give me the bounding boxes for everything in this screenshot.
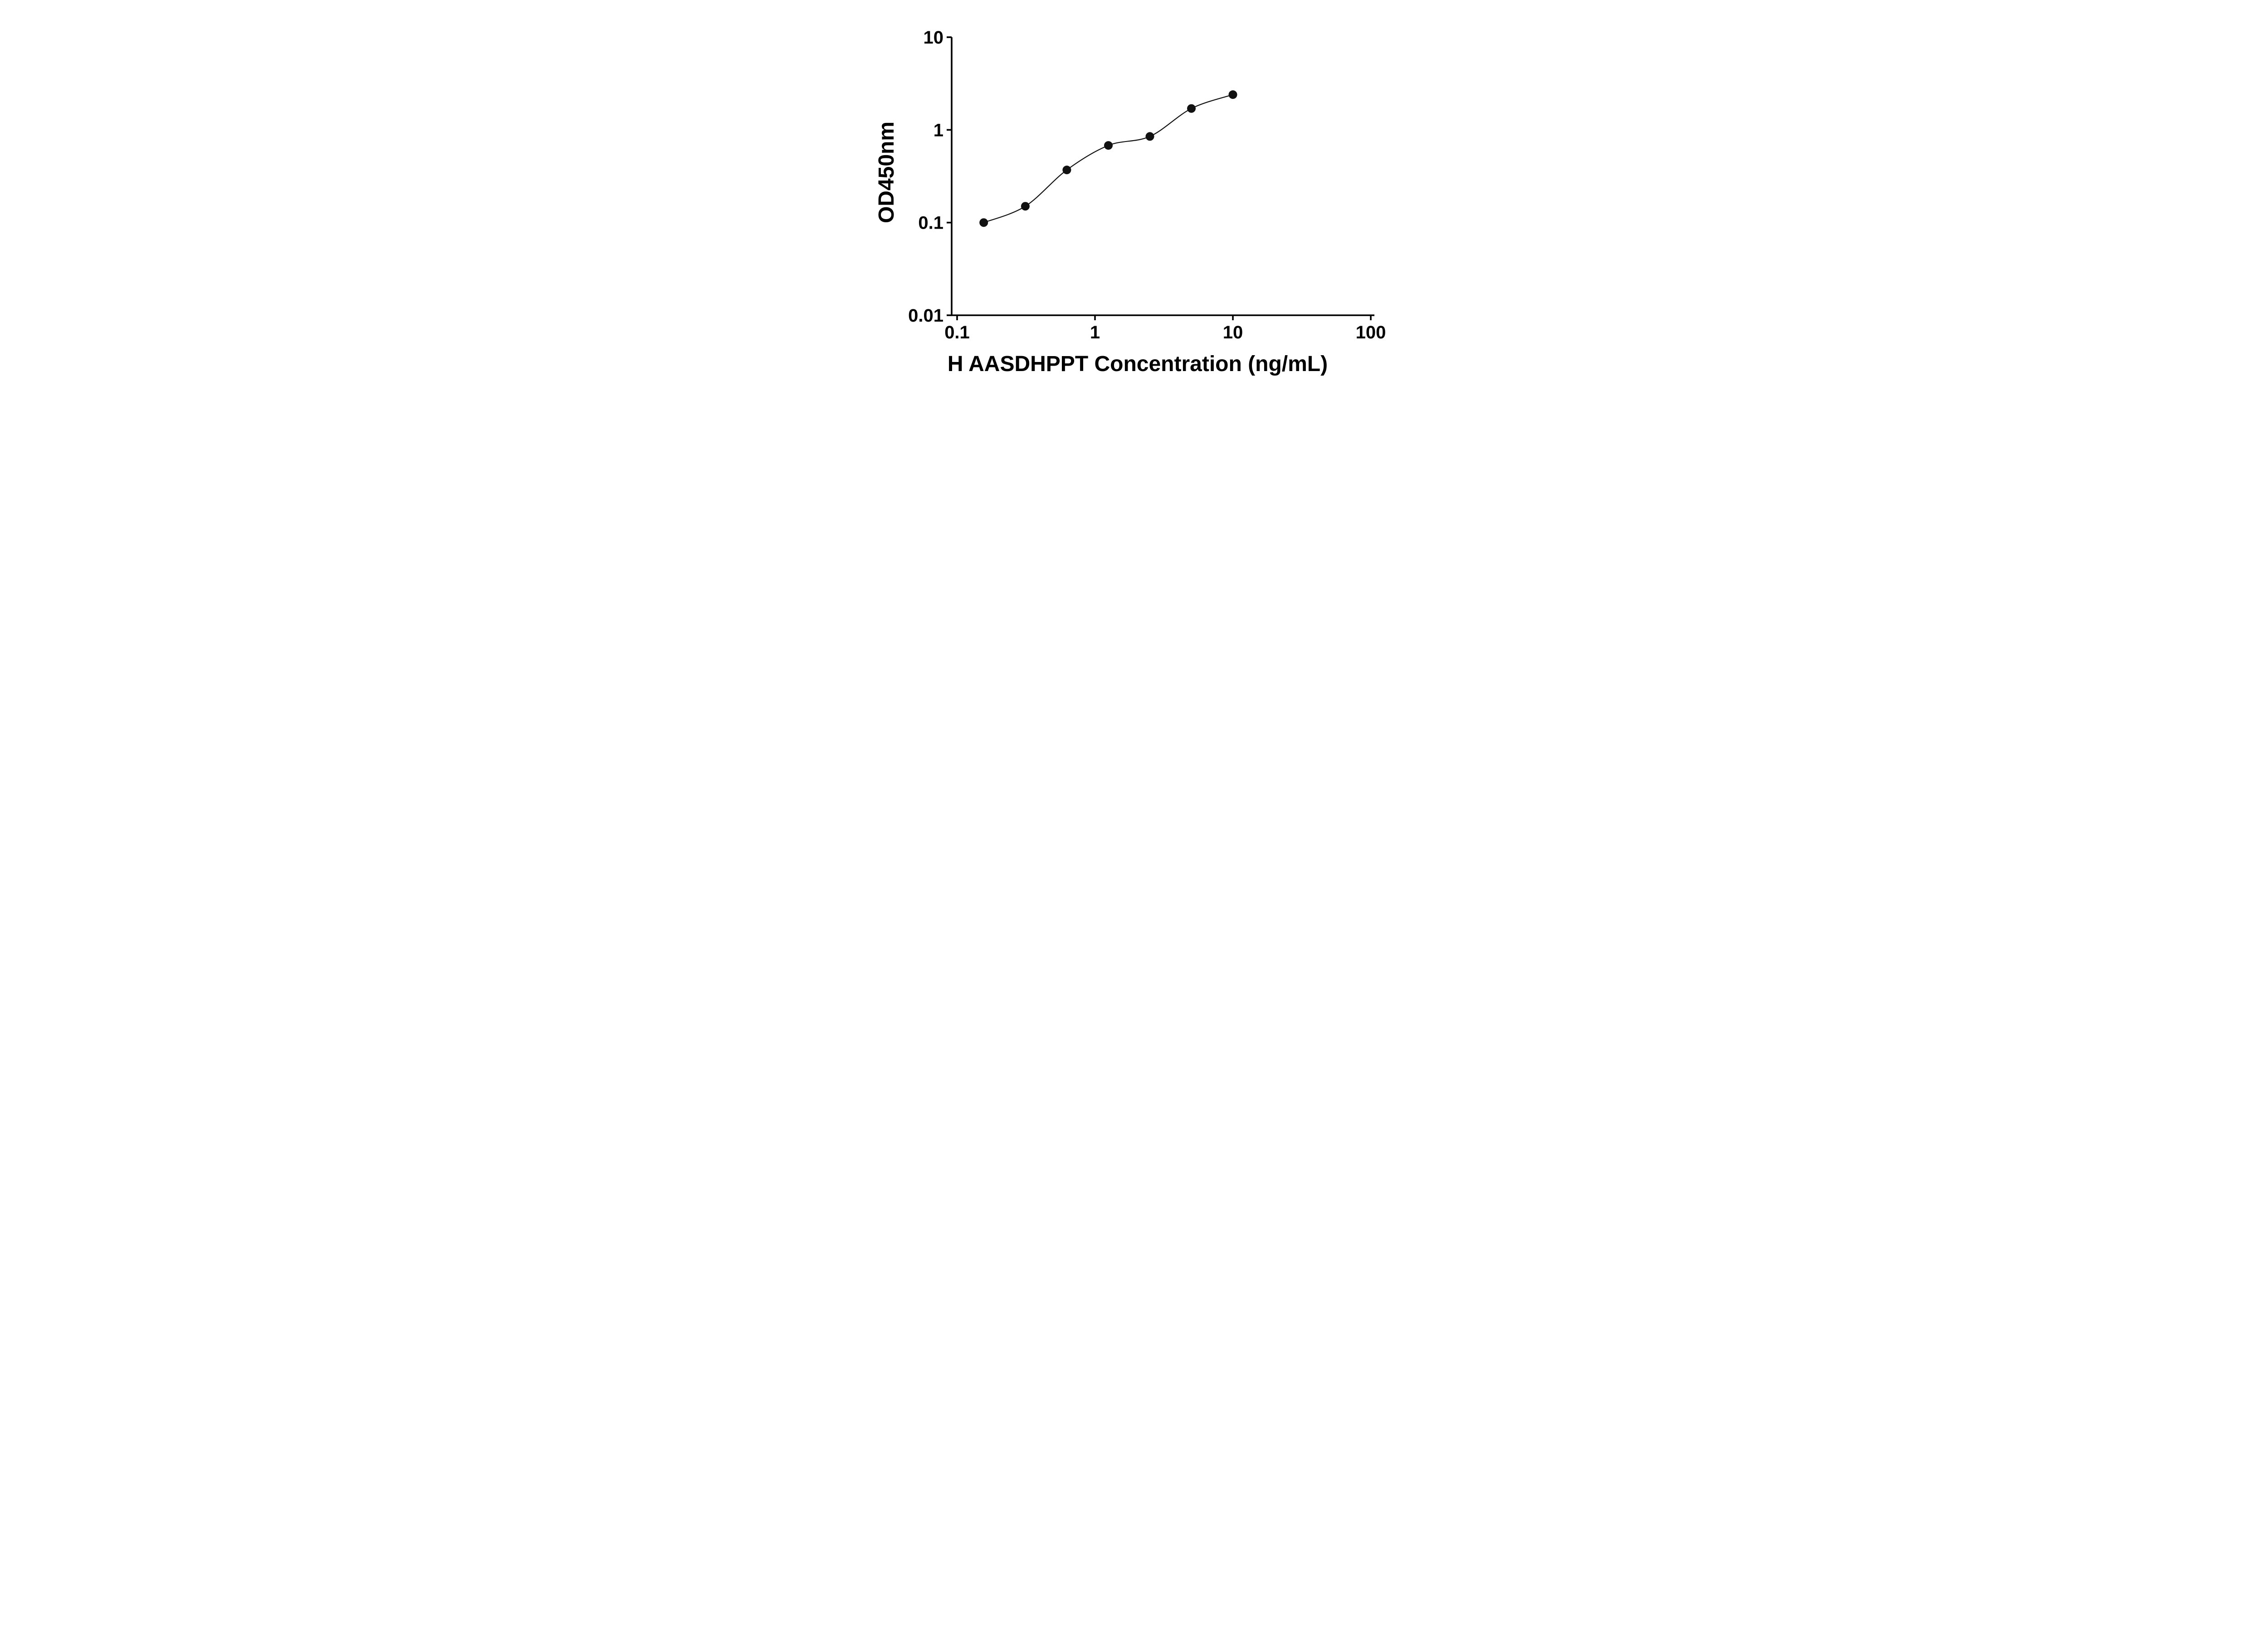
data-point xyxy=(1145,132,1154,141)
x-axis-title: H AASDHPPT Concentration (ng/mL) xyxy=(948,352,1328,376)
y-tick-label: 0.01 xyxy=(908,306,943,326)
data-point xyxy=(1104,141,1113,150)
data-point xyxy=(1021,202,1030,211)
data-point xyxy=(979,218,988,227)
y-tick-label: 10 xyxy=(924,28,944,48)
y-tick-label: 1 xyxy=(934,120,943,140)
x-tick-label: 100 xyxy=(1356,323,1386,342)
y-tick-label: 0.1 xyxy=(918,213,943,233)
fit-curve-layer xyxy=(983,94,1234,223)
x-tick-label: 10 xyxy=(1223,323,1243,342)
x-tick-label: 0.1 xyxy=(944,323,970,342)
data-point xyxy=(1228,90,1237,99)
x-tick-label: 1 xyxy=(1090,323,1100,342)
axis-frame xyxy=(951,37,1374,316)
data-point-layer xyxy=(979,90,1237,227)
fit-curve xyxy=(983,94,1234,223)
data-point xyxy=(1062,166,1071,175)
elisa-standard-curve-figure: 0.1 1 10 100 0.01 0.1 1 10 H AASDHPPT Concentra… xyxy=(843,0,1425,408)
y-axis-title: OD450nm xyxy=(875,122,899,223)
axes-layer xyxy=(951,37,1374,316)
data-point xyxy=(1187,104,1196,113)
